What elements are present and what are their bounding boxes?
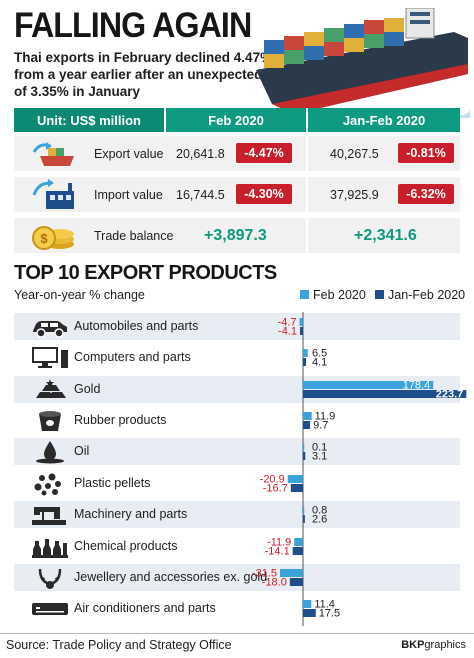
- cargo-ship-illustration: [254, 8, 470, 118]
- export-value-label: Export value: [94, 147, 164, 161]
- category-label: Chemical products: [74, 539, 178, 553]
- export-feb-change-badge: -4.47%: [236, 143, 292, 163]
- import-factory-icon: [32, 179, 74, 209]
- rubber-bucket-icon: [39, 411, 61, 431]
- computer-icon: [32, 347, 68, 368]
- import-janfeb-change-badge: -6.32%: [398, 184, 454, 204]
- export-ship-icon: [32, 142, 74, 166]
- category-label: Oil: [74, 444, 90, 458]
- footer-divider: [0, 633, 474, 634]
- legend-label-feb: Feb 2020: [313, 288, 366, 302]
- import-janfeb-value: 37,925.9: [330, 188, 379, 202]
- source-note: Source: Trade Policy and Strategy Office: [6, 638, 232, 652]
- graphics-credit: BKPgraphics: [401, 639, 466, 651]
- subtitle-line-2: from a year earlier after an unexpected …: [14, 67, 291, 82]
- chart-row: Computers and parts: [14, 344, 460, 371]
- chart-title: TOP 10 EXPORT PRODUCTS: [14, 262, 277, 284]
- category-label: Automobiles and parts: [74, 319, 199, 333]
- chemical-bottles-icon: [32, 539, 68, 558]
- legend-label-janfeb: Jan-Feb 2020: [388, 288, 466, 302]
- export-janfeb-value: 40,267.5: [330, 147, 379, 161]
- gold-bars-icon: [36, 379, 66, 398]
- chart-row: Plastic pellets: [14, 470, 460, 497]
- category-label: Plastic pellets: [74, 476, 151, 490]
- import-feb-change-badge: -4.30%: [236, 184, 292, 204]
- car-icon: [33, 321, 67, 338]
- chart-row: Oil: [14, 438, 460, 465]
- air-conditioner-icon: [32, 603, 68, 615]
- feb-2020-header: Feb 2020: [166, 108, 306, 132]
- svg-text:$: $: [40, 231, 48, 246]
- unit-header: Unit: US$ million: [14, 108, 164, 132]
- chart-row: Automobiles and parts: [14, 313, 460, 340]
- category-label: Computers and parts: [74, 350, 191, 364]
- summary-row-export: Export value 20,641.8 -4.47% 40,267.5 -0…: [14, 136, 460, 171]
- import-value-label: Import value: [94, 188, 163, 202]
- oil-drop-icon: [36, 441, 64, 464]
- category-label: Machinery and parts: [74, 507, 188, 521]
- subtitle-line-1: Thai exports in February declined 4.47%: [14, 50, 273, 65]
- sewing-machine-icon: [32, 507, 66, 525]
- trade-balance-janfeb-value: +2,341.6: [354, 227, 417, 244]
- category-label: Gold: [74, 382, 101, 396]
- jewellery-necklace-icon: [38, 568, 62, 589]
- export-feb-value: 20,641.8: [176, 147, 225, 161]
- trade-balance-label: Trade balance: [94, 229, 174, 243]
- chart-row: Chemical products: [14, 533, 460, 560]
- summary-row-import: Import value 16,744.5 -4.30% 37,925.9 -6…: [14, 177, 460, 212]
- page-title: FALLING AGAIN: [14, 6, 252, 45]
- plastic-pellets-icon: [34, 473, 61, 496]
- chart-row: Gold: [14, 376, 460, 403]
- credit-bold: BKP: [401, 639, 425, 651]
- chart-row: Rubber products: [14, 407, 460, 434]
- legend-swatch-janfeb: [375, 290, 384, 299]
- import-feb-value: 16,744.5: [176, 188, 225, 202]
- chart-row: Jewellery and accessories ex. gold: [14, 564, 460, 591]
- table-column-divider: [306, 108, 308, 256]
- export-janfeb-change-badge: -0.81%: [398, 143, 454, 163]
- janfeb-2020-header: Jan-Feb 2020: [308, 108, 460, 132]
- chart-subtitle: Year-on-year % change: [14, 288, 145, 302]
- category-label: Rubber products: [74, 413, 167, 427]
- trade-balance-feb-value: +3,897.3: [204, 227, 267, 244]
- coins-icon: $: [32, 226, 74, 250]
- credit-rest: graphics: [424, 639, 466, 651]
- summary-row-trade-balance: $ Trade balance +3,897.3 +2,341.6: [14, 218, 460, 253]
- category-label: Jewellery and accessories ex. gold: [74, 570, 268, 584]
- subtitle-line-3: of 3.35% in January: [14, 84, 141, 99]
- legend-swatch-feb: [300, 290, 309, 299]
- category-label: Air conditioners and parts: [74, 601, 216, 615]
- chart-row: Air conditioners and parts: [14, 595, 460, 622]
- chart-row: Machinery and parts: [14, 501, 460, 528]
